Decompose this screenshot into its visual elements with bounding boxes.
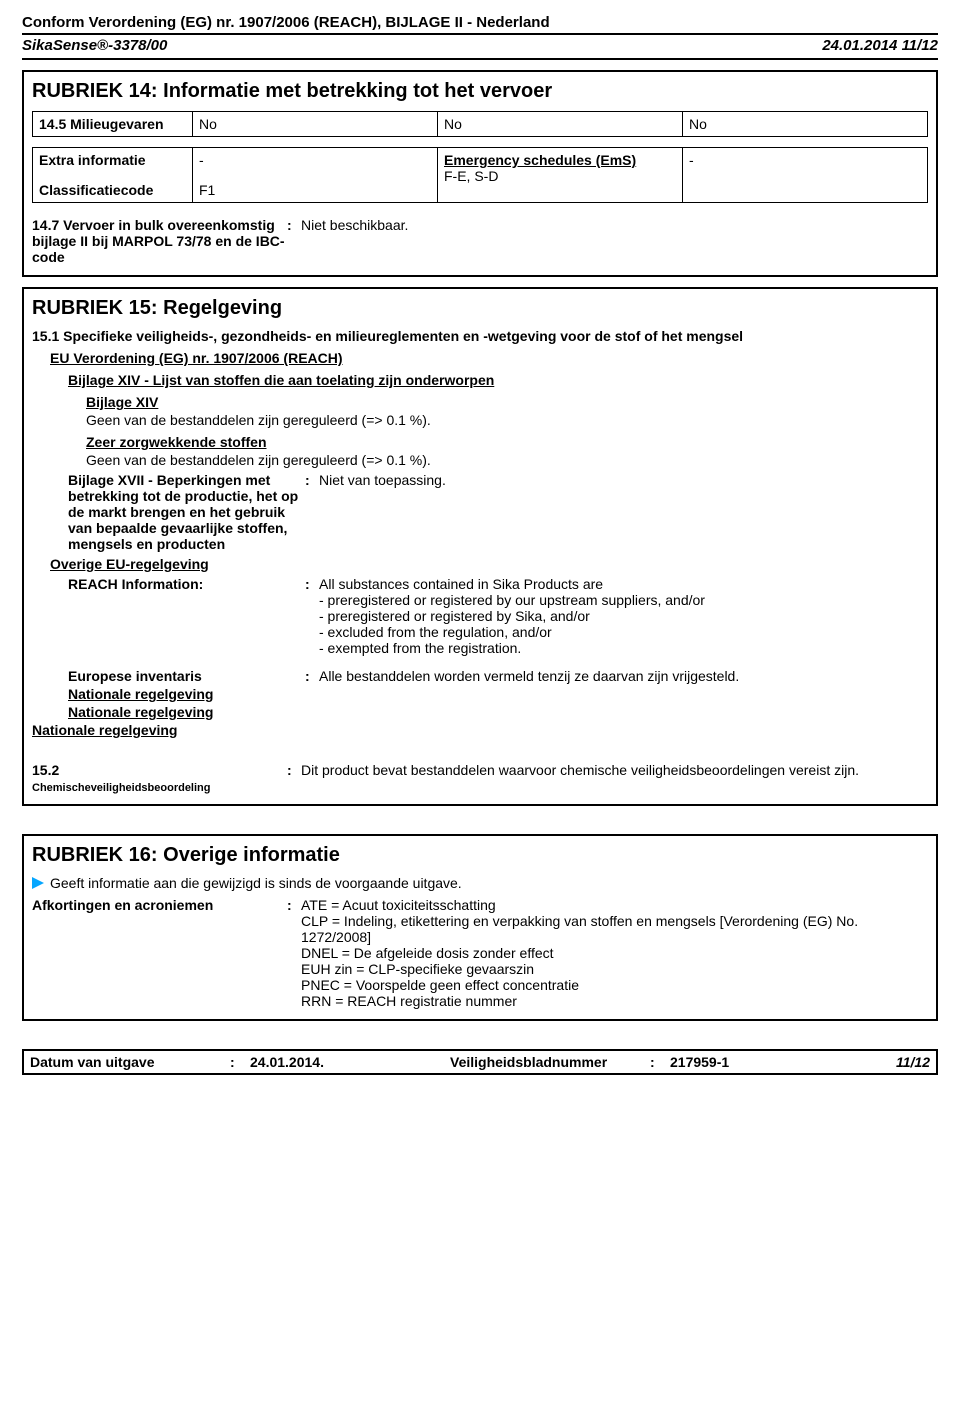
bijlage-17-label: Bijlage XVII - Beperkingen met betrekkin…: [68, 472, 305, 552]
rubriek-15-title: RUBRIEK 15: Regelgeving: [32, 297, 928, 320]
cell: - F1: [193, 148, 438, 203]
table-14-5: 14.5 Milieugevaren No No No: [32, 111, 928, 137]
rubriek-16-title: RUBRIEK 16: Overige informatie: [32, 844, 928, 867]
bijlage-14: Bijlage XIV: [86, 394, 928, 410]
cell-value: -: [199, 152, 431, 168]
footer-box: Datum van uitgave : 24.01.2014. Veilighe…: [22, 1049, 938, 1075]
reach-line: - preregistered or registered by Sika, a…: [319, 608, 928, 624]
ems-value: F-E, S-D: [444, 168, 498, 184]
bijlage-17-value: Niet van toepassing.: [319, 472, 928, 488]
reach-line: - excluded from the regulation, and/or: [319, 624, 928, 640]
cell: No: [683, 112, 928, 137]
bijlage-14-list: Bijlage XIV - Lijst van stoffen die aan …: [68, 372, 928, 388]
vervoer-bulk-value: Niet beschikbaar.: [301, 217, 928, 233]
reach-line: All substances contained in Sika Product…: [319, 576, 928, 592]
rubriek-16: RUBRIEK 16: Overige informatie Geeft inf…: [22, 834, 938, 1021]
geen-reguleerd-1: Geen van de bestanddelen zijn gereguleer…: [86, 412, 928, 428]
reach-line: - exempted from the registration.: [319, 640, 928, 656]
europese-inventaris-label: Europese inventaris: [68, 668, 305, 684]
colon: :: [305, 668, 319, 684]
nationale-regelgeving-3: Nationale regelgeving: [32, 722, 928, 738]
colon: :: [650, 1054, 670, 1070]
cell: Emergency schedules (EmS) F-E, S-D: [438, 148, 683, 203]
zeer-zorgwekkende: Zeer zorgwekkende stoffen: [86, 434, 928, 450]
cell: No: [193, 112, 438, 137]
date-page: 24.01.2014 11/12: [822, 37, 938, 54]
cell: Extra informatie Classificatiecode: [33, 148, 193, 203]
reach-info-label: REACH Information:: [68, 576, 305, 592]
overige-eu: Overige EU-regelgeving: [50, 556, 928, 572]
label-14-5: 14.5 Milieugevaren: [33, 112, 193, 137]
table-row: Extra informatie Classificatiecode - F1 …: [33, 148, 928, 203]
changed-info-row: Geeft informatie aan die gewijzigd is si…: [32, 875, 928, 891]
abbrev-line: DNEL = De afgeleide dosis zonder effect: [301, 945, 928, 961]
colon: :: [287, 217, 301, 233]
geen-reguleerd-2: Geen van de bestanddelen zijn gereguleer…: [86, 452, 928, 468]
cell-value: F1: [199, 182, 431, 198]
changed-info-text: Geeft informatie aan die gewijzigd is si…: [50, 875, 462, 891]
heading-15-2-value: Dit product bevat bestanddelen waarvoor …: [301, 762, 928, 778]
abbrev-line: ATE = Acuut toxiciteitsschatting: [301, 897, 928, 913]
heading-15-1: 15.1 Specifieke veiligheids-, gezondheid…: [32, 328, 928, 344]
abbrev-line: PNEC = Voorspelde geen effect concentrat…: [301, 977, 928, 993]
colon: :: [305, 576, 319, 592]
afkortingen-label: Afkortingen en acroniemen: [32, 897, 287, 913]
afkortingen-value: ATE = Acuut toxiciteitsschatting CLP = I…: [301, 897, 928, 1009]
abbrev-line: RRN = REACH registratie nummer: [301, 993, 928, 1009]
abbrev-line: CLP = Indeling, etikettering en verpakki…: [301, 913, 928, 945]
abbrev-line: EUH zin = CLP-specifieke gevaarszin: [301, 961, 928, 977]
eu-verordening: EU Verordening (EG) nr. 1907/2006 (REACH…: [50, 350, 928, 366]
header-row: SikaSense®-3378/00 24.01.2014 11/12: [22, 35, 938, 60]
footer-datum-label: Datum van uitgave: [30, 1054, 230, 1070]
change-marker-icon: [32, 877, 44, 889]
table-extra-info: Extra informatie Classificatiecode - F1 …: [32, 147, 928, 203]
ems-label: Emergency schedules (EmS): [444, 152, 636, 168]
heading-15-2-label: 15.2 Chemischeveiligheidsbeoordeling: [32, 762, 287, 794]
reach-info-value: All substances contained in Sika Product…: [319, 576, 928, 656]
product-name: SikaSense®-3378/00: [22, 37, 167, 54]
colon: :: [305, 472, 319, 488]
nationale-regelgeving-2: Nationale regelgeving: [68, 704, 928, 720]
h152-a: 15.2: [32, 762, 59, 778]
rubriek-14: RUBRIEK 14: Informatie met betrekking to…: [22, 70, 938, 277]
footer-vblad-label: Veiligheidsbladnummer: [450, 1054, 650, 1070]
footer-datum-value: 24.01.2014.: [250, 1054, 450, 1070]
colon: :: [287, 762, 301, 778]
h152-b: Chemischeveiligheidsbeoordeling: [32, 782, 211, 794]
europese-inventaris-value: Alle bestanddelen worden vermeld tenzij …: [319, 668, 928, 684]
rubriek-15: RUBRIEK 15: Regelgeving 15.1 Specifieke …: [22, 287, 938, 806]
footer-vblad-value: 217959-1: [670, 1054, 870, 1070]
conform-line: Conform Verordening (EG) nr. 1907/2006 (…: [22, 14, 938, 35]
table-row: 14.5 Milieugevaren No No No: [33, 112, 928, 137]
extra-info-label: Extra informatie: [39, 152, 186, 168]
vervoer-bulk-label: 14.7 Vervoer in bulk overeenkomstig bijl…: [32, 217, 287, 265]
classificatiecode-label: Classificatiecode: [39, 182, 186, 198]
reach-line: - preregistered or registered by our ups…: [319, 592, 928, 608]
footer-page-number: 11/12: [870, 1054, 930, 1070]
cell: No: [438, 112, 683, 137]
rubriek-14-title: RUBRIEK 14: Informatie met betrekking to…: [32, 80, 928, 103]
nationale-regelgeving-1: Nationale regelgeving: [68, 686, 928, 702]
colon: :: [230, 1054, 250, 1070]
colon: :: [287, 897, 301, 913]
cell: -: [683, 148, 928, 203]
